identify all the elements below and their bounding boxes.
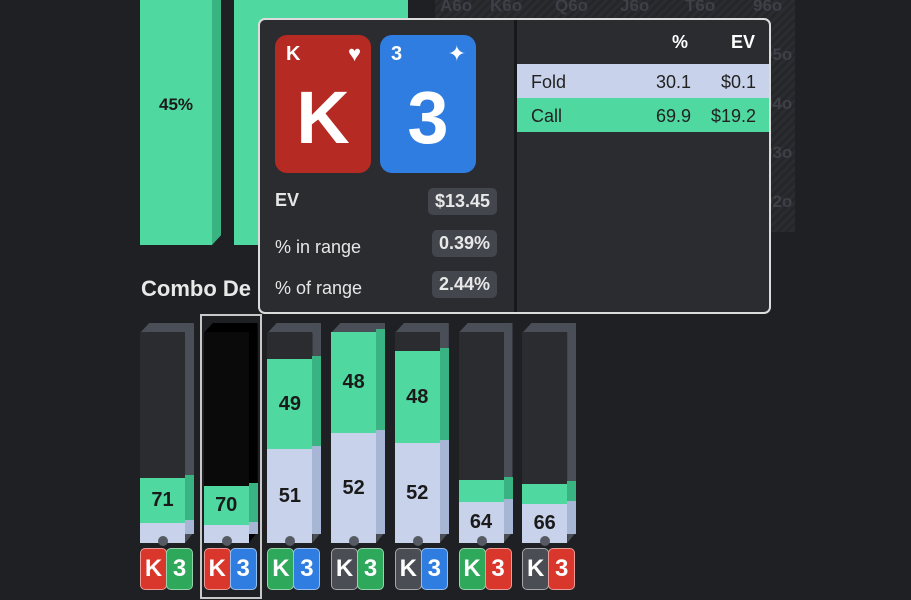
dot-marker — [221, 536, 232, 546]
combo-tooltip: K ♥ K 3 ✦ 3 EV $13.45 % in range 0.39% %… — [258, 18, 771, 314]
combo-bar[interactable]: 66 — [522, 323, 577, 546]
mini-card-3-diamonds[interactable]: 3 — [229, 548, 257, 590]
combo-bar[interactable]: 49 51 — [267, 323, 322, 546]
fold-label: 52 — [406, 481, 429, 504]
fold-label: 64 — [469, 511, 493, 534]
mini-card-K-spades[interactable]: K — [522, 548, 550, 590]
action-ev: $19.2 — [710, 106, 756, 126]
fold-segment: 51 — [267, 449, 313, 543]
call-label: 49 — [278, 392, 302, 415]
dot-marker — [476, 536, 487, 546]
of-range-value: 2.44% — [431, 271, 497, 298]
card-rank-large: K — [296, 76, 350, 159]
fold-label: 51 — [278, 484, 302, 507]
call-segment: 71 — [140, 477, 185, 524]
call-segment: 70 — [203, 486, 249, 526]
grid-cell[interactable]: J6o — [620, 0, 650, 15]
mini-card-K-clubs[interactable]: K — [458, 548, 486, 590]
fold-label: 66 — [533, 511, 556, 534]
mini-card-3-hearts[interactable]: 3 — [484, 548, 512, 590]
dot-marker — [158, 536, 168, 546]
grid-cell[interactable]: 96o — [753, 0, 783, 15]
fold-segment: 66 — [522, 504, 568, 543]
action-ev: $0.1 — [720, 72, 756, 92]
card-king-hearts: K ♥ K — [275, 35, 371, 173]
call-label: 70 — [215, 494, 238, 517]
mini-card-3-clubs[interactable]: 3 — [357, 548, 385, 590]
fold-segment — [140, 523, 185, 543]
call-segment: 48 — [331, 332, 377, 434]
combo-bar[interactable]: 70 — [203, 323, 258, 546]
in-range-value: 0.39% — [431, 230, 497, 257]
range-bar-label: 45% — [158, 95, 194, 114]
call-label: 48 — [342, 371, 365, 394]
dot-marker — [285, 536, 296, 546]
fold-segment: 52 — [394, 443, 440, 543]
card-three-diamonds: 3 ✦ 3 — [380, 35, 476, 173]
grid-cell[interactable]: K6o — [490, 0, 523, 15]
call-label: 71 — [151, 488, 174, 511]
diamond-icon: ✦ — [447, 41, 466, 66]
mini-card-K-spades[interactable]: K — [331, 548, 359, 590]
card-rank: K — [286, 43, 301, 65]
mini-card-3-diamonds[interactable]: 3 — [293, 548, 321, 590]
fold-label: 52 — [342, 476, 365, 499]
dot-marker — [349, 536, 360, 546]
call-label: 48 — [406, 385, 429, 408]
card-rank-large: 3 — [407, 76, 449, 159]
of-range-label: % of range — [275, 278, 363, 298]
action-pct: 69.9 — [655, 106, 691, 126]
call-segment: 49 — [267, 359, 313, 450]
header-pct: % — [672, 32, 689, 52]
combo-bar[interactable]: 48 52 — [394, 323, 449, 546]
dot-marker — [412, 536, 423, 546]
grid-cell[interactable]: Q6o — [555, 0, 589, 15]
mini-card-K-clubs[interactable]: K — [267, 548, 295, 590]
fold-segment — [203, 525, 249, 543]
action-name: Fold — [531, 72, 567, 92]
card-rank: 3 — [391, 43, 403, 65]
mini-card-K-hearts[interactable]: K — [140, 548, 167, 590]
range-bar: 45% — [140, 0, 221, 245]
divider — [514, 20, 517, 312]
in-range-label: % in range — [275, 237, 362, 257]
fold-segment: 52 — [331, 433, 377, 543]
call-segment: 48 — [394, 350, 440, 444]
grid-cell[interactable]: A6o — [440, 0, 473, 15]
selected-combo-outline — [200, 314, 262, 599]
dot-marker — [540, 536, 551, 546]
mini-card-3-hearts[interactable]: 3 — [548, 548, 576, 590]
call-segment — [458, 479, 504, 503]
action-row-fold: Fold 30.1 $0.1 — [517, 64, 769, 98]
ev-label: EV — [275, 190, 300, 210]
combo-bar[interactable]: 71 — [140, 323, 194, 546]
action-row-call: Call 69.9 $19.2 — [517, 98, 769, 132]
ev-value: $13.45 — [427, 188, 497, 215]
action-pct: 30.1 — [655, 72, 691, 92]
grid-cell[interactable]: T6o — [685, 0, 716, 15]
combo-bar[interactable]: 64 — [458, 323, 513, 546]
action-name: Call — [531, 106, 563, 126]
heart-icon: ♥ — [347, 41, 361, 66]
header-ev: EV — [731, 32, 756, 52]
call-segment — [522, 483, 568, 504]
mini-card-3-clubs[interactable]: 3 — [166, 548, 193, 590]
section-title: Combo De — [141, 276, 251, 301]
mini-card-3-diamonds[interactable]: 3 — [420, 548, 448, 590]
mini-card-K-spades[interactable]: K — [394, 548, 422, 590]
combo-bar[interactable]: 48 52 — [331, 323, 386, 546]
